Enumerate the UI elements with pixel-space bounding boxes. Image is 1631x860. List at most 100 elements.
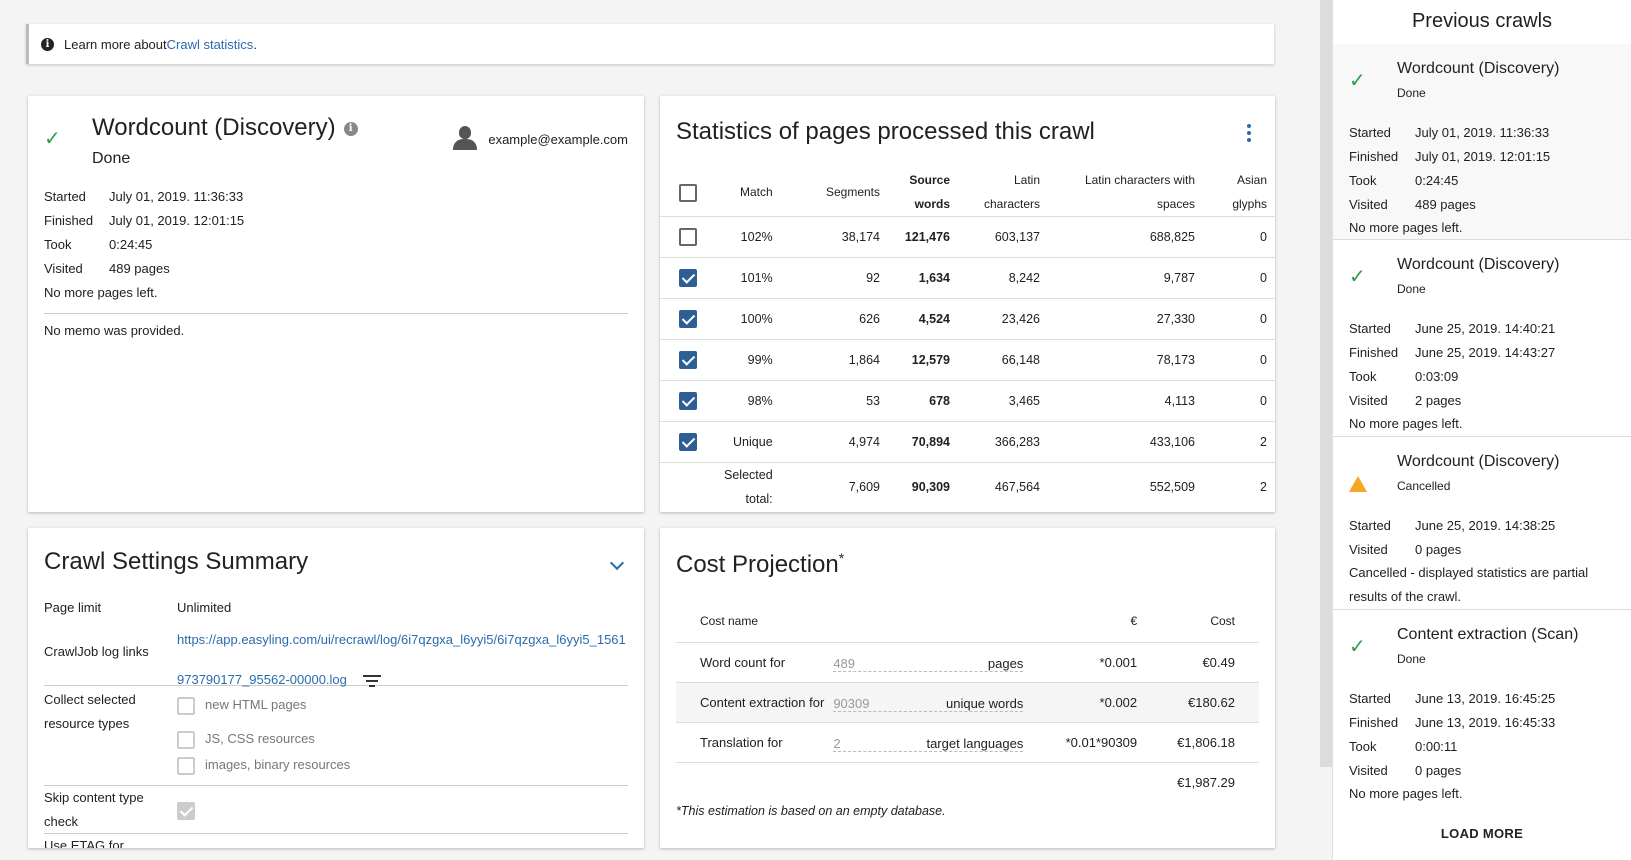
cost-input[interactable]: 90309 unique words — [833, 696, 1024, 712]
detail-row: Took 0:00:11 — [1349, 734, 1615, 758]
row-checkbox[interactable] — [679, 269, 697, 287]
table-cell: 4,974 — [780, 421, 888, 463]
col-input — [833, 600, 1024, 643]
detail-value: 0:03:09 — [1415, 368, 1459, 384]
crawl-item-title: Wordcount (Discovery) — [1397, 60, 1560, 77]
detail-value: 0:24:45 — [1415, 172, 1459, 188]
previous-crawl-item[interactable]: Wordcount (Discovery) Cancelled Started J… — [1333, 437, 1631, 610]
crawl-item-title: Wordcount (Discovery) — [1397, 256, 1560, 273]
cost-rate: *0.002 — [1023, 682, 1154, 723]
checkbox[interactable] — [177, 756, 195, 775]
table-cell: 2 — [1203, 421, 1275, 463]
select-all-checkbox[interactable] — [679, 183, 697, 202]
table-cell: 433,106 — [1048, 421, 1203, 463]
detail-row: Took 0:24:45 — [1349, 168, 1615, 192]
row-checkbox[interactable] — [679, 433, 697, 451]
row-checkbox-cell — [660, 216, 716, 258]
detail-row: Started July 01, 2019. 11:36:33 — [1349, 120, 1615, 144]
crawl-note: Cancelled - displayed statistics are par… — [1349, 565, 1589, 604]
empty-cell — [676, 762, 833, 802]
crawl-details: Started July 01, 2019. 11:36:33 Finished J… — [44, 184, 244, 304]
table-cell: 38,174 — [780, 216, 888, 258]
cost-rate: *0.01*90309 — [1023, 722, 1154, 763]
option-html[interactable]: new HTML pages — [177, 690, 628, 726]
detail-row: Finished June 13, 2019. 16:45:33 — [1349, 710, 1615, 734]
table-row: Unique 4,974 70,894 366,283 433,106 2 — [660, 421, 1275, 463]
option-label: new HTML pages — [205, 697, 307, 712]
table-cell: 12,579 — [888, 339, 958, 381]
cost-value: €0.49 — [1153, 642, 1259, 683]
crawl-statistics-link[interactable]: Crawl statistics — [166, 36, 254, 52]
cost-title-sup: * — [838, 550, 845, 566]
empty-cell — [1023, 762, 1153, 802]
detail-key: Started — [1349, 124, 1391, 140]
filter-icon[interactable] — [362, 672, 381, 690]
table-cell: 626 — [780, 298, 888, 340]
chevron-down-icon[interactable] — [609, 555, 625, 571]
cost-header-row: Cost name € Cost — [676, 600, 1259, 643]
row-checkbox[interactable] — [679, 310, 697, 328]
cost-total: €1,987.29 — [1177, 774, 1235, 790]
load-more-button[interactable]: LOAD MORE — [1440, 826, 1524, 841]
no-more-pages: No more pages left. — [44, 284, 158, 300]
detail-key: Visited — [1349, 762, 1388, 778]
setting-skip-content: Skip content type check — [44, 786, 628, 834]
crawl-item-title: Wordcount (Discovery) — [1397, 453, 1560, 470]
crawl-note: No more pages left. — [1349, 786, 1463, 801]
statistics-table: Match Segments Source words Latin charac… — [660, 168, 1275, 511]
detail-value: June 13, 2019. 16:45:25 — [1415, 690, 1556, 706]
detail-value: 2 pages — [1415, 392, 1462, 408]
table-row: 101% 92 1,634 8,242 9,787 0 — [660, 257, 1275, 299]
info-suffix: . — [253, 36, 257, 52]
crawl-item-status: Done — [1397, 86, 1426, 100]
detail-key: Finished — [44, 212, 94, 228]
cost-input[interactable]: 489 pages — [833, 656, 1024, 672]
setting-collect-types: Collect selected resource types new HTML… — [44, 686, 628, 786]
table-cell: 70,894 — [888, 421, 958, 463]
table-cell: 1,864 — [780, 339, 888, 381]
row-checkbox[interactable] — [679, 392, 697, 410]
detail-value: June 25, 2019. 14:38:25 — [1415, 517, 1556, 533]
crawl-item-status: Done — [1397, 652, 1426, 666]
info-icon: i — [41, 37, 54, 51]
cost-total-row: €1,987.29 — [676, 762, 1259, 802]
detail-key: Finished — [1349, 344, 1399, 360]
detail-value: 489 pages — [1415, 196, 1476, 212]
detail-key: Took — [44, 236, 72, 252]
setting-key: Skip content type check — [44, 790, 144, 829]
detail-key: Started — [44, 188, 86, 204]
memo-value: No memo was provided. — [44, 322, 185, 338]
row-checkbox[interactable] — [679, 228, 697, 246]
table-cell: 0 — [1203, 298, 1275, 340]
checkbox[interactable] — [177, 730, 195, 749]
crawl-title: Wordcount (Discovery) — [92, 114, 336, 141]
empty-cell — [833, 762, 1023, 802]
crawl-item-status: Done — [1397, 282, 1426, 296]
previous-crawl-item[interactable]: ✓ Wordcount (Discovery) Done Started June… — [1333, 240, 1631, 437]
table-row: 99% 1,864 12,579 66,148 78,173 0 — [660, 339, 1275, 381]
col-cost: Cost — [1153, 600, 1259, 643]
log-link[interactable]: https://app.easyling.com/ui/recrawl/log/… — [177, 632, 626, 687]
checkbox-disabled — [177, 801, 195, 820]
row-checkbox[interactable] — [679, 351, 697, 369]
cost-input[interactable]: 2 target languages — [833, 736, 1024, 752]
info-icon[interactable]: i — [343, 121, 358, 136]
previous-crawl-item[interactable]: ✓ Wordcount (Discovery) Done Started July… — [1333, 44, 1631, 240]
previous-crawl-item[interactable]: ✓ Content extraction (Scan) Done Started… — [1333, 610, 1631, 801]
total-row: Selected total: 7,609 90,309 467,564 552,509… — [660, 463, 1275, 512]
more-vert-icon[interactable] — [1247, 124, 1251, 145]
detail-value: July 01, 2019. 11:36:33 — [109, 188, 244, 204]
total-cell: Selected total: — [724, 468, 773, 506]
detail-row: Started June 25, 2019. 14:40:21 — [1349, 316, 1615, 340]
info-banner: i Learn more about Crawl statistics . — [26, 24, 1274, 64]
checkbox[interactable] — [177, 696, 195, 715]
total-cell: 90,309 — [911, 480, 950, 494]
option-images[interactable]: images, binary resources — [177, 752, 628, 778]
option-js-css[interactable]: JS, CSS resources — [177, 726, 628, 752]
crawl-item-details: Started June 13, 2019. 16:45:25 Finished Ju… — [1349, 686, 1615, 806]
check-icon: ✓ — [1349, 634, 1366, 658]
table-cell: 78,173 — [1048, 339, 1203, 381]
scrollbar[interactable] — [1320, 0, 1332, 767]
detail-row: Took 0:24:45 — [44, 232, 244, 256]
memo-text: No memo was provided. — [44, 318, 184, 342]
